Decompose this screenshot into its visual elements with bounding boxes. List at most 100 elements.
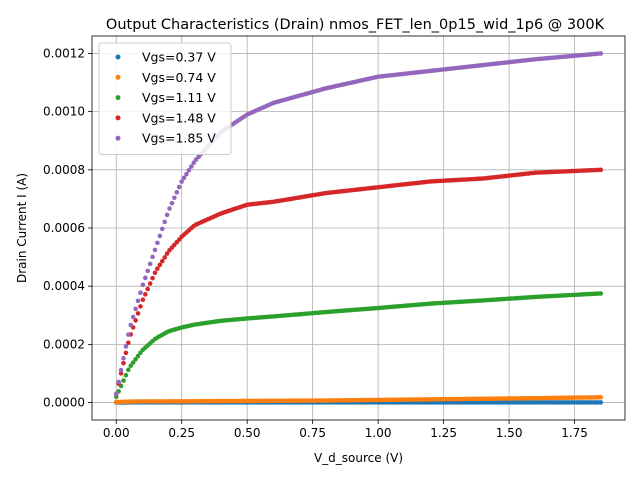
- series-4-points: [113, 167, 604, 397]
- data-point: [159, 258, 165, 264]
- y-axis-label: Drain Current I (A): [15, 173, 29, 283]
- data-point: [126, 367, 131, 373]
- data-point: [191, 160, 197, 166]
- legend-label: Vgs=1.11 V: [142, 90, 216, 105]
- data-point: [113, 391, 119, 397]
- data-point: [123, 344, 129, 349]
- data-point: [116, 379, 121, 385]
- x-tick-label: 1.00: [365, 426, 392, 440]
- data-point: [145, 268, 151, 274]
- data-point: [147, 261, 153, 267]
- x-axis-label: V_d_source (V): [314, 451, 403, 465]
- y-tick-label: 0.0004: [43, 279, 85, 293]
- data-point: [150, 254, 155, 260]
- data-point: [184, 171, 189, 177]
- data-point: [157, 262, 163, 268]
- x-tick-label: 0.75: [299, 426, 326, 440]
- legend-marker: [115, 74, 121, 80]
- data-point: [121, 378, 126, 383]
- data-point: [133, 318, 138, 323]
- data-point: [152, 247, 158, 253]
- x-tick-label: 1.25: [430, 426, 457, 440]
- data-points: [113, 51, 604, 405]
- data-point: [140, 282, 146, 288]
- data-point: [118, 367, 124, 373]
- x-tick-label: 0.50: [234, 426, 261, 440]
- data-point: [126, 332, 131, 337]
- legend-box: [98, 42, 232, 155]
- data-point: [598, 400, 604, 405]
- data-point: [157, 233, 163, 239]
- data-point: [133, 306, 138, 312]
- data-point: [598, 395, 604, 400]
- data-point: [133, 356, 138, 362]
- y-axis-ticks: 0.0000 0.0002 0.0004 0.0006 0.0008 0.0010 0.00…: [43, 46, 92, 410]
- data-point: [152, 270, 158, 276]
- data-point: [143, 275, 148, 281]
- data-point: [123, 350, 129, 356]
- legend-label: Vgs=0.74 V: [142, 70, 216, 85]
- x-tick-label: 0.00: [103, 426, 130, 440]
- data-point: [128, 363, 134, 369]
- data-point: [159, 226, 165, 232]
- legend-marker: [115, 135, 121, 141]
- legend-label: Vgs=1.48 V: [142, 110, 216, 125]
- data-point: [189, 164, 194, 169]
- data-point: [118, 371, 124, 376]
- series-3-points: [113, 291, 604, 400]
- data-point: [181, 175, 187, 181]
- data-point: [164, 251, 170, 256]
- data-point: [155, 266, 160, 271]
- data-point: [162, 219, 167, 225]
- data-point: [155, 240, 160, 246]
- data-point: [138, 290, 143, 296]
- y-tick-label: 0.0012: [43, 46, 85, 60]
- y-tick-label: 0.0008: [43, 163, 85, 177]
- y-tick-label: 0.0002: [43, 337, 85, 351]
- data-point: [135, 298, 141, 304]
- x-tick-label: 0.25: [168, 426, 195, 440]
- data-point: [186, 167, 192, 173]
- legend-marker: [115, 54, 121, 60]
- x-tick-label: 1.75: [561, 426, 588, 440]
- legend-label: Vgs=1.85 V: [142, 131, 216, 146]
- legend-label: Vgs=0.37 V: [142, 50, 216, 65]
- data-point: [123, 372, 129, 378]
- data-point: [121, 356, 126, 361]
- data-point: [128, 322, 134, 328]
- data-point: [143, 292, 148, 297]
- data-point: [598, 291, 604, 296]
- legend-marker: [115, 95, 121, 101]
- data-point: [167, 206, 172, 211]
- data-point: [162, 255, 167, 260]
- data-point: [179, 179, 184, 184]
- data-point: [176, 184, 182, 190]
- y-tick-label: 0.0000: [43, 396, 85, 410]
- data-point: [135, 353, 141, 359]
- grid: [92, 36, 625, 420]
- x-tick-label: 1.50: [496, 426, 523, 440]
- chart-title: Output Characteristics (Drain) nmos_FET_…: [106, 17, 605, 33]
- data-point: [126, 340, 131, 345]
- data-point: [130, 314, 136, 320]
- data-point: [145, 286, 151, 292]
- legend: Vgs=0.37 V Vgs=0.74 V Vgs=1.11 V Vgs=1.48 V…: [98, 42, 232, 155]
- data-point: [135, 311, 141, 316]
- legend-marker: [115, 115, 121, 121]
- data-point: [130, 360, 136, 365]
- data-point: [140, 297, 146, 303]
- y-tick-label: 0.0010: [43, 105, 85, 119]
- data-point: [147, 281, 153, 286]
- data-point: [164, 212, 170, 218]
- y-tick-label: 0.0006: [43, 221, 85, 235]
- data-point: [169, 200, 175, 206]
- data-point: [121, 360, 126, 366]
- data-point: [138, 304, 143, 309]
- data-point: [174, 190, 180, 195]
- data-point: [172, 195, 177, 201]
- data-point: [598, 51, 604, 56]
- data-point: [598, 167, 604, 173]
- data-point: [150, 275, 155, 281]
- series-2-points: [113, 395, 604, 405]
